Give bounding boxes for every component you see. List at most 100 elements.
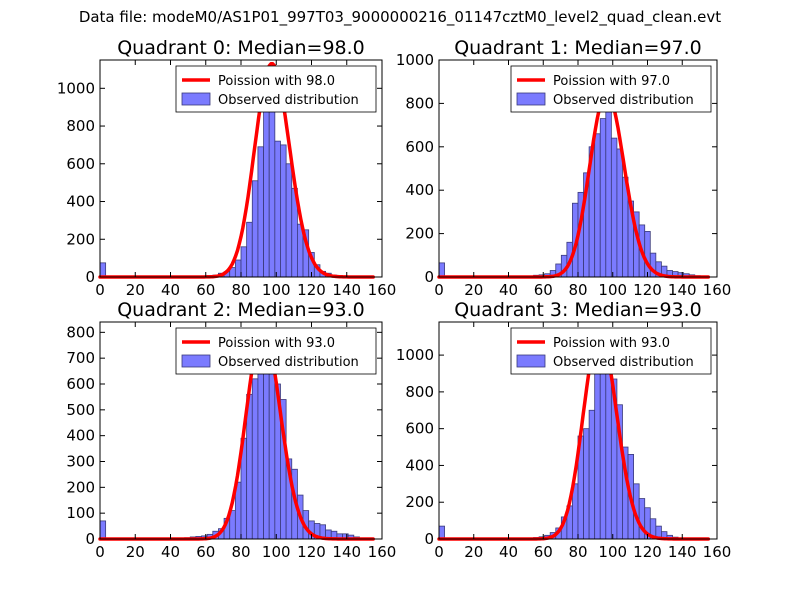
panel-quadrant-0: 0 20 40 60 80 100 120 140 160 0 200 400 600 800 1000 Qu… <box>57 37 397 299</box>
x-tick-label: 120 <box>633 281 662 299</box>
x-tick-label: 20 <box>126 543 145 561</box>
y-tick-label: 400 <box>66 427 95 445</box>
legend-patch-icon <box>516 92 546 106</box>
histogram-bar <box>438 525 445 540</box>
x-tick-label: 20 <box>464 281 483 299</box>
legend-patch-icon <box>181 354 211 368</box>
legend: Poission with 97.0 Observed distribution <box>510 65 712 113</box>
x-tick-label: 60 <box>534 543 553 561</box>
x-tick-label: 160 <box>703 281 732 299</box>
x-tick-label: 0 <box>434 543 444 561</box>
legend: Poission with 93.0 Observed distribution <box>175 327 377 375</box>
x-tick-label: 160 <box>368 281 397 299</box>
histogram-bar <box>610 137 618 278</box>
y-tick-label: 1000 <box>396 346 434 364</box>
x-tick-label: 0 <box>95 543 105 561</box>
histogram-bar <box>438 262 445 278</box>
y-tick-label: 100 <box>66 504 95 522</box>
histogram-bar <box>263 106 270 278</box>
histogram-bar <box>274 140 281 278</box>
legend: Poission with 93.0 Observed distribution <box>510 327 712 375</box>
x-tick-label: 0 <box>95 281 105 299</box>
x-tick-label: 20 <box>464 543 483 561</box>
histogram-bar <box>605 103 612 278</box>
y-tick-label: 800 <box>66 117 95 135</box>
legend-entry-observed: Observed distribution <box>218 355 359 370</box>
y-tick-label: 600 <box>66 375 95 393</box>
legend-entry-poisson: Poission with 97.0 <box>553 74 670 89</box>
x-tick-label: 140 <box>668 281 697 299</box>
x-tick-label: 100 <box>262 281 291 299</box>
legend-patch-icon <box>181 92 211 106</box>
histogram-bars <box>99 72 372 278</box>
y-tick-label: 200 <box>405 493 434 511</box>
x-tick-label: 100 <box>598 281 627 299</box>
histogram-bar <box>99 520 107 540</box>
y-tick-label: 0 <box>85 530 95 548</box>
y-tick-label: 1000 <box>396 51 434 69</box>
x-tick-label: 120 <box>297 281 326 299</box>
x-tick-label: 100 <box>598 543 627 561</box>
x-tick-label: 100 <box>262 543 291 561</box>
x-tick-label: 40 <box>499 281 518 299</box>
x-tick-label: 120 <box>297 543 326 561</box>
histogram-bar <box>251 180 259 278</box>
y-tick-label: 600 <box>405 138 434 156</box>
y-tick-label: 200 <box>66 478 95 496</box>
histogram-bar <box>280 144 287 278</box>
histogram-bar <box>594 133 601 278</box>
x-tick-label: 40 <box>161 543 180 561</box>
y-tick-label: 600 <box>405 420 434 438</box>
y-tick-label: 400 <box>66 193 95 211</box>
x-tick-label: 160 <box>368 543 397 561</box>
x-tick-label: 60 <box>196 281 215 299</box>
histogram-bar <box>588 409 596 540</box>
legend-entry-observed: Observed distribution <box>553 93 694 108</box>
y-tick-label: 200 <box>405 225 434 243</box>
histogram-bar <box>594 369 601 540</box>
x-tick-label: 80 <box>231 281 250 299</box>
panel-quadrant-3: 0 20 40 60 80 100 120 140 160 0 200 400 600 800 1000 Qu… <box>396 299 732 561</box>
legend-entry-observed: Observed distribution <box>553 355 694 370</box>
x-tick-label: 140 <box>332 543 361 561</box>
panel-quadrant-1: 0 20 40 60 80 100 120 140 160 0 200 400 600 800 1000 Qu… <box>396 37 732 299</box>
panel-quadrant-2: 0 20 40 60 80 100 120 140 160 0 100 200 300 400 500 600… <box>66 299 396 561</box>
histogram-bar <box>616 148 623 278</box>
panel-title: Quadrant 3: Median=93.0 <box>454 299 702 321</box>
y-tick-label: 800 <box>405 94 434 112</box>
y-tick-label: 400 <box>405 181 434 199</box>
histogram-bar <box>583 428 590 540</box>
histogram-bar <box>599 118 607 278</box>
legend-entry-poisson: Poission with 93.0 <box>218 336 335 351</box>
x-tick-label: 60 <box>534 281 553 299</box>
histogram-bar <box>246 221 253 278</box>
histogram-bar <box>599 358 607 540</box>
legend-patch-icon <box>516 354 546 368</box>
y-tick-label: 800 <box>405 383 434 401</box>
panel-title: Quadrant 0: Median=98.0 <box>117 37 365 59</box>
y-tick-label: 0 <box>85 268 95 286</box>
y-tick-label: 500 <box>66 401 95 419</box>
poisson-curve <box>437 90 711 279</box>
figure-suptitle: Data file: modeM0/AS1P01_997T03_90000002… <box>78 8 722 26</box>
histogram-bars <box>438 345 690 540</box>
x-tick-label: 80 <box>568 281 587 299</box>
x-tick-label: 80 <box>568 543 587 561</box>
legend-entry-poisson: Poission with 98.0 <box>218 74 335 89</box>
legend-entry-poisson: Poission with 93.0 <box>553 336 670 351</box>
x-tick-label: 120 <box>633 543 662 561</box>
y-tick-label: 300 <box>66 453 95 471</box>
x-tick-label: 160 <box>703 543 732 561</box>
y-tick-label: 700 <box>66 349 95 367</box>
y-tick-label: 800 <box>66 323 95 341</box>
x-tick-label: 0 <box>434 281 444 299</box>
legend: Poission with 98.0 Observed distribution <box>175 65 377 113</box>
y-tick-label: 400 <box>405 456 434 474</box>
y-tick-label: 1000 <box>57 79 95 97</box>
x-tick-label: 40 <box>161 281 180 299</box>
x-tick-label: 20 <box>126 281 145 299</box>
histogram-bar <box>285 163 293 278</box>
x-tick-label: 40 <box>499 543 518 561</box>
y-tick-label: 0 <box>424 268 434 286</box>
x-tick-label: 60 <box>196 543 215 561</box>
